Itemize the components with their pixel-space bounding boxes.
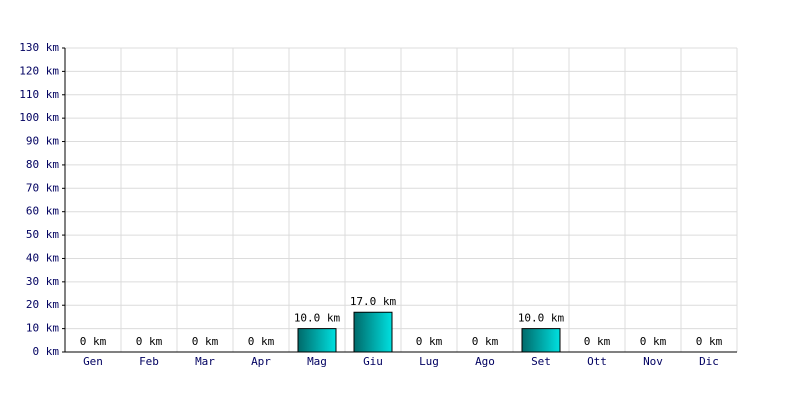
y-tick-label: 120 km — [19, 64, 59, 77]
x-tick-label: Lug — [419, 355, 439, 368]
y-tick-label: 60 km — [26, 205, 59, 218]
x-tick-label: Ott — [587, 355, 607, 368]
y-tick-label: 130 km — [19, 41, 59, 54]
value-label: 0 km — [472, 335, 499, 348]
y-tick-label: 40 km — [26, 251, 59, 264]
x-tick-label: Gen — [83, 355, 103, 368]
value-label: 0 km — [640, 335, 667, 348]
y-tick-label: 0 km — [33, 345, 60, 358]
bar — [353, 311, 393, 353]
y-tick-label: 10 km — [26, 322, 59, 335]
y-tick-label: 90 km — [26, 135, 59, 148]
x-tick-label: Apr — [251, 355, 271, 368]
x-tick-label: Feb — [139, 355, 159, 368]
value-label: 0 km — [80, 335, 107, 348]
y-tick-label: 30 km — [26, 275, 59, 288]
y-tick-label: 80 km — [26, 158, 59, 171]
x-tick-label: Dic — [699, 355, 719, 368]
bar — [521, 328, 561, 353]
value-label: 10.0 km — [518, 312, 565, 325]
x-tick-label: Mag — [307, 355, 327, 368]
value-label: 0 km — [248, 335, 275, 348]
value-label: 0 km — [584, 335, 611, 348]
y-tick-label: 110 km — [19, 88, 59, 101]
x-tick-label: Set — [531, 355, 551, 368]
x-tick-label: Nov — [643, 355, 663, 368]
y-tick-label: 50 km — [26, 228, 59, 241]
y-tick-label: 70 km — [26, 181, 59, 194]
y-tick-label: 100 km — [19, 111, 59, 124]
value-label: 0 km — [416, 335, 443, 348]
y-tick-label: 20 km — [26, 298, 59, 311]
x-tick-label: Mar — [195, 355, 215, 368]
value-label: 0 km — [696, 335, 723, 348]
x-tick-label: Ago — [475, 355, 495, 368]
bar — [297, 328, 337, 353]
x-tick-label: Giu — [363, 355, 383, 368]
value-label: 10.0 km — [294, 312, 341, 325]
value-label: 0 km — [192, 335, 219, 348]
value-label: 0 km — [136, 335, 163, 348]
value-label: 17.0 km — [350, 295, 397, 308]
